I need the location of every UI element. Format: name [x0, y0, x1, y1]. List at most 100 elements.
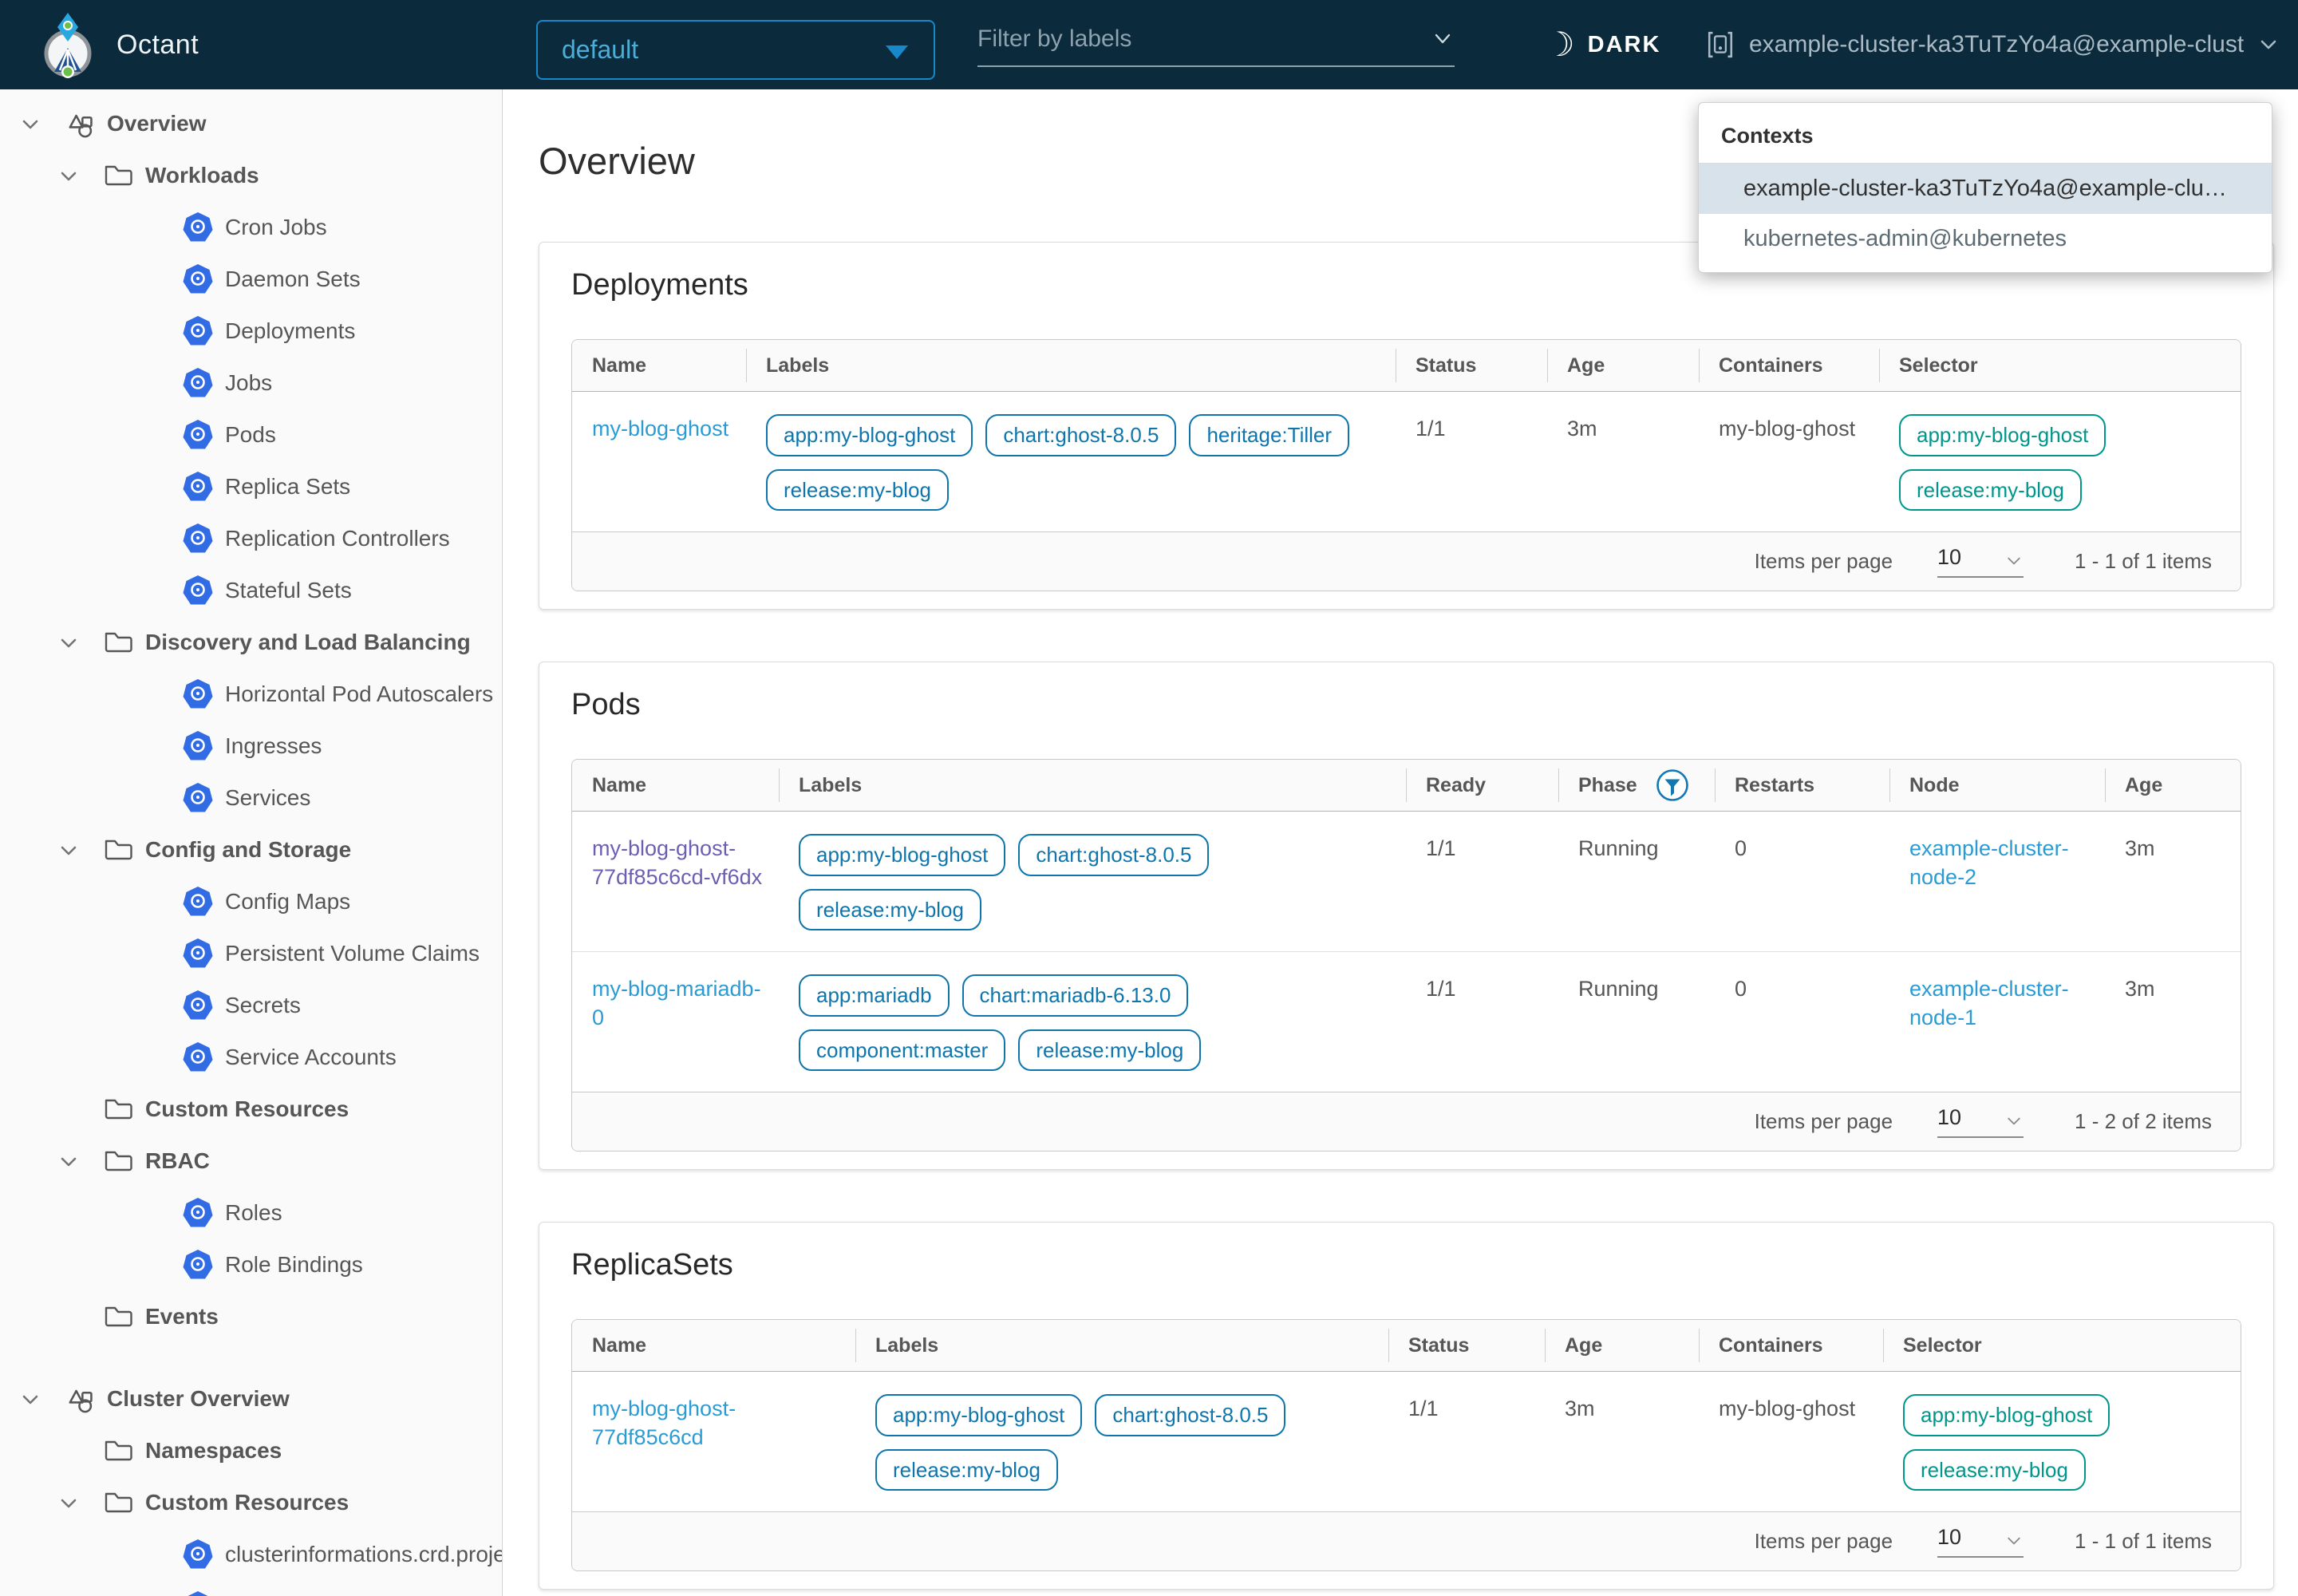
chevron-down-icon[interactable] [54, 628, 83, 657]
selector-chip[interactable]: app:my-blog-ghost [1903, 1394, 2110, 1436]
chevron-down-icon[interactable] [16, 1385, 45, 1413]
node-link[interactable]: example-cluster-node-1 [1909, 977, 2069, 1030]
node-link[interactable]: example-cluster-node-2 [1909, 836, 2069, 890]
column-header-name: Name [592, 354, 647, 377]
sidebar-item-stateful-sets[interactable]: Stateful Sets [0, 564, 502, 616]
label-chip[interactable]: release:my-blog [1018, 1029, 1202, 1071]
sidebar-item-role-bindings[interactable]: Role Bindings [0, 1238, 502, 1290]
replicasets-table-header: Name Labels Status Age Containers Select… [572, 1320, 2241, 1372]
ready-cell: 1/1 [1426, 977, 1456, 1001]
items-per-page-select[interactable]: 10 [1937, 1525, 2024, 1558]
contexts-dropdown-menu: Contexts example-cluster-ka3TuTzYo4a@exa… [1698, 102, 2272, 273]
items-per-page-label: Items per page [1754, 549, 1893, 573]
label-chip[interactable]: release:my-blog [875, 1448, 1058, 1491]
pagination-range: 1 - 2 of 2 items [2075, 1109, 2212, 1133]
column-header-phase: Phase [1558, 760, 1715, 811]
sidebar-item-persistent-volume-claims[interactable]: Persistent Volume Claims [0, 927, 502, 979]
sidebar-item-cluster-overview[interactable]: Cluster Overview [0, 1373, 502, 1424]
context-label: example-cluster-ka3TuTzYo4a@example-clus… [1749, 31, 2244, 57]
sidebar-item-deployments[interactable]: Deployments [0, 305, 502, 357]
label-chip[interactable]: component:master [799, 1029, 1006, 1071]
label-chip[interactable]: app:my-blog-ghost [799, 834, 1006, 876]
items-per-page-select[interactable]: 10 [1937, 545, 2024, 578]
sidebar-item-replica-sets[interactable]: Replica Sets [0, 460, 502, 512]
deployments-table: Name Labels Status Age Containers Select… [571, 339, 2241, 591]
items-per-page-select[interactable]: 10 [1937, 1105, 2024, 1138]
label-chip[interactable]: app:my-blog-ghost [875, 1394, 1083, 1436]
sidebar-item-services[interactable]: Services [0, 772, 502, 824]
restarts-cell: 0 [1735, 836, 1747, 860]
sidebar-item-custom-resources[interactable]: Custom Resources [0, 1083, 502, 1135]
deployments-card: Deployments Name Labels Status Age Conta… [539, 242, 2274, 610]
sidebar-item-replication-controllers[interactable]: Replication Controllers [0, 512, 502, 564]
dark-theme-toggle[interactable]: ☾ DARK [1545, 0, 1660, 89]
sidebar-item-horizontal-pod-autoscalers[interactable]: Horizontal Pod Autoscalers [0, 668, 502, 720]
deployment-link[interactable]: my-blog-ghost [592, 417, 729, 440]
sidebar-item-clusterinformations[interactable]: clusterinformations.crd.projec [0, 1528, 502, 1580]
sidebar-item-workloads[interactable]: Workloads [0, 149, 502, 201]
selector-chip[interactable]: app:my-blog-ghost [1899, 414, 2106, 456]
k8s-resource-icon [182, 781, 214, 814]
table-row: my-blog-ghost app:my-blog-ghost chart:gh… [572, 392, 2241, 531]
label-chip[interactable]: release:my-blog [766, 468, 949, 511]
top-header-bar: Octant default Filter by labels ☾ DARK e… [0, 0, 2298, 89]
context-menu-item-label: example-cluster-ka3TuTzYo4a@example-clu… [1743, 176, 2227, 201]
label-chip[interactable]: chart:mariadb-6.13.0 [961, 974, 1189, 1017]
label-chip[interactable]: chart:ghost-8.0.5 [1018, 834, 1210, 876]
chevron-down-icon[interactable] [54, 1488, 83, 1517]
sidebar-item-rbac[interactable]: RBAC [0, 1135, 502, 1187]
label-filter-input[interactable]: Filter by labels [977, 26, 1455, 67]
chevron-down-icon[interactable] [54, 836, 83, 864]
select-chevron-icon [2008, 1117, 2020, 1125]
context-menu-item-kubernetes-admin[interactable]: kubernetes-admin@kubernetes [1699, 214, 2272, 264]
phase-filter-icon[interactable] [1655, 768, 1690, 803]
sidebar-item-ingresses[interactable]: Ingresses [0, 720, 502, 772]
label-chip[interactable]: heritage:Tiller [1189, 414, 1350, 456]
sidebar-item-namespaces[interactable]: Namespaces [0, 1424, 502, 1476]
sidebar-item-roles[interactable]: Roles [0, 1187, 502, 1238]
sidebar-item-daemon-sets[interactable]: Daemon Sets [0, 253, 502, 305]
sidebar-item-cron-jobs[interactable]: Cron Jobs [0, 201, 502, 253]
column-header-age: Age [2105, 760, 2241, 811]
chevron-down-icon[interactable] [16, 109, 45, 138]
namespace-select[interactable]: default [536, 20, 935, 80]
sidebar-item-service-accounts[interactable]: Service Accounts [0, 1031, 502, 1083]
pods-table-header: Name Labels Ready Phase Restarts Nod [572, 760, 2241, 812]
k8s-resource-icon [182, 418, 214, 451]
label-chip[interactable]: app:mariadb [799, 974, 950, 1017]
label-chip[interactable]: app:my-blog-ghost [766, 414, 973, 456]
sidebar-item-overview[interactable]: Overview [0, 97, 502, 149]
context-selector[interactable]: example-cluster-ka3TuTzYo4a@example-clus… [1706, 0, 2279, 89]
replicasets-table: Name Labels Status Age Containers Select… [571, 1319, 2241, 1571]
items-per-page-label: Items per page [1754, 1109, 1893, 1133]
folder-icon [102, 1435, 134, 1467]
sidebar-item-discovery-load-balancing[interactable]: Discovery and Load Balancing [0, 616, 502, 668]
sidebar-item-events[interactable]: Events [0, 1290, 502, 1342]
replicaset-link[interactable]: my-blog-ghost-77df85c6cd [592, 1396, 736, 1450]
folder-icon [102, 1145, 134, 1177]
selector-chip[interactable]: release:my-blog [1903, 1448, 2086, 1491]
pods-card: Pods Name Labels Ready Phase [539, 662, 2274, 1170]
column-header-labels: Labels [855, 1320, 1388, 1371]
label-chip[interactable]: chart:ghost-8.0.5 [1095, 1394, 1286, 1436]
pod-link[interactable]: my-blog-ghost-77df85c6cd-vf6dx [592, 836, 763, 890]
context-menu-item-label: kubernetes-admin@kubernetes [1743, 226, 2067, 251]
sidebar-item-csidrivers[interactable]: csidrivers.csi.storage.k8s.io [0, 1580, 502, 1596]
k8s-resource-icon [182, 678, 214, 710]
age-cell: 3m [1565, 1396, 1595, 1420]
sidebar-item-jobs[interactable]: Jobs [0, 357, 502, 409]
label-chip[interactable]: release:my-blog [799, 888, 981, 930]
sidebar-item-secrets[interactable]: Secrets [0, 979, 502, 1031]
pod-link[interactable]: my-blog-mariadb-0 [592, 977, 761, 1030]
chevron-down-icon[interactable] [54, 1147, 83, 1175]
context-menu-item-example-cluster[interactable]: example-cluster-ka3TuTzYo4a@example-clu… [1699, 164, 2272, 214]
sidebar-item-config-and-storage[interactable]: Config and Storage [0, 824, 502, 875]
sidebar-item-cluster-custom-resources[interactable]: Custom Resources [0, 1476, 502, 1528]
sidebar-item-config-maps[interactable]: Config Maps [0, 875, 502, 927]
chevron-down-icon[interactable] [54, 161, 83, 190]
ready-cell: 1/1 [1426, 836, 1456, 860]
label-chip[interactable]: chart:ghost-8.0.5 [985, 414, 1177, 456]
selector-chip[interactable]: release:my-blog [1899, 468, 2082, 511]
sidebar-item-pods[interactable]: Pods [0, 409, 502, 460]
